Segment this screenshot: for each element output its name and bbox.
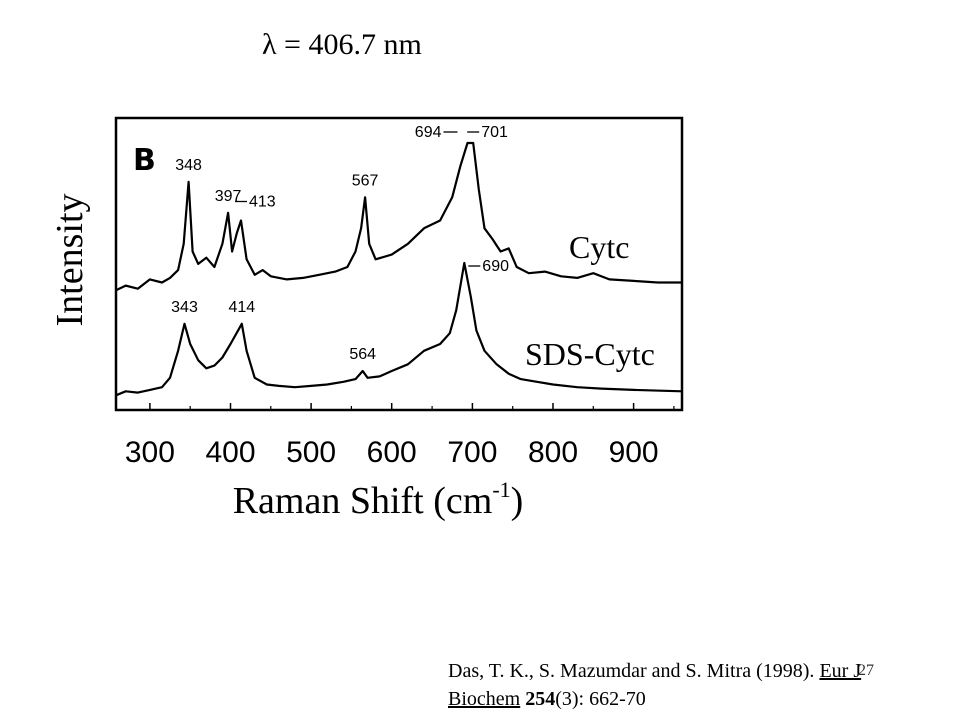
x-axis-ticks: 300 400 500 600 700 800 900 xyxy=(125,403,675,469)
x-tick-label-600: 600 xyxy=(367,436,417,469)
peak-label-690: 690 xyxy=(482,258,509,275)
peak-label-694: 694 xyxy=(415,124,442,141)
series-label-cytc: Cytc xyxy=(569,229,629,265)
peak-label-348: 348 xyxy=(175,157,202,174)
citation-issue-pages: (3): 662-70 xyxy=(555,688,646,710)
panel-label: B xyxy=(133,143,156,178)
x-tick-label-400: 400 xyxy=(205,436,255,469)
peak-label-564: 564 xyxy=(349,346,376,363)
x-axis-label-close: ) xyxy=(511,480,524,522)
slide-number: 27 xyxy=(858,662,874,679)
x-tick-label-900: 900 xyxy=(609,436,659,469)
x-tick-label-300: 300 xyxy=(125,436,175,469)
x-axis-label-sup: -1 xyxy=(492,477,510,502)
peak-label-414: 414 xyxy=(228,299,255,316)
x-axis-label: Raman Shift (cm-1) xyxy=(233,477,524,522)
plot-frame xyxy=(114,116,684,412)
x-tick-label-800: 800 xyxy=(528,436,578,469)
peak-label-413: 413 xyxy=(249,194,276,211)
peak-label-397: 397 xyxy=(215,188,242,205)
series-layer xyxy=(115,141,683,397)
x-axis-label-main: Raman Shift (cm xyxy=(233,480,493,522)
citation: Das, T. K., S. Mazumdar and S. Mitra (19… xyxy=(448,657,928,713)
plot-border xyxy=(114,116,684,412)
citation-volume: 254 xyxy=(525,688,556,710)
page-title: λ = 406.7 nm xyxy=(262,28,422,61)
series-line-sds-cytc xyxy=(115,261,683,397)
citation-journal: Eur J Biochem xyxy=(448,660,862,710)
series-line-cytc xyxy=(115,141,682,292)
peak-labels: 348 397 413 567 694 701 343 414 564 690 xyxy=(171,124,509,363)
peak-label-343: 343 xyxy=(171,299,198,316)
x-tick-label-700: 700 xyxy=(447,436,497,469)
y-axis-label: Intensity xyxy=(49,194,91,327)
peak-label-701: 701 xyxy=(481,124,508,141)
x-tick-label-500: 500 xyxy=(286,436,336,469)
citation-authors: Das, T. K., S. Mazumdar and S. Mitra (19… xyxy=(448,660,820,682)
series-label-sds-cytc: SDS-Cytc xyxy=(525,336,655,372)
peak-label-567: 567 xyxy=(352,172,379,189)
